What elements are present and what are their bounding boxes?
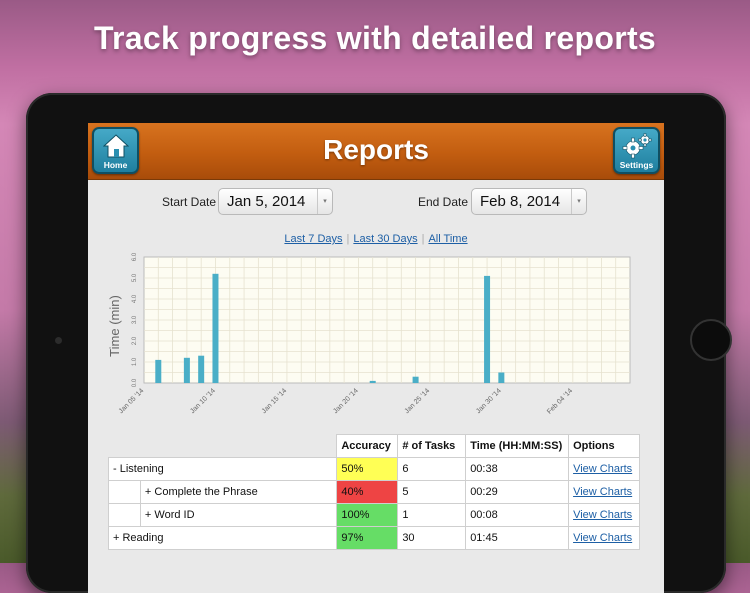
x-tick-label: Jan 25 '14 (404, 387, 432, 415)
chart-bar (212, 273, 219, 383)
accuracy-cell: 40% (336, 480, 399, 504)
y-tick-label: 1.0 (132, 357, 138, 366)
chart-plot-area: 0.0 1.0 2.0 3.0 4.0 5.0 6.0 Jan 05 '14 Jan 10 '1… (118, 253, 631, 416)
tasks-cell: 5 (397, 480, 467, 504)
banner-title: Track progress with detailed reports (93, 20, 657, 56)
tasks-cell: 6 (397, 457, 467, 481)
device-home-button[interactable] (690, 319, 732, 361)
header-time: Time (HH:MM:SS) (465, 434, 570, 458)
options-cell: View Charts (568, 457, 640, 481)
y-tick-label: 4.0 (132, 294, 138, 303)
row-label[interactable]: - Listening (107, 457, 338, 481)
y-tick-label: 2.0 (132, 336, 138, 345)
time-cell: 00:38 (465, 457, 570, 481)
top-bar: Home Reports Settings (88, 123, 664, 180)
indent-cell (108, 503, 141, 527)
chart-bar (183, 357, 190, 383)
view-charts-link[interactable]: View Charts (573, 463, 633, 475)
home-label: Home (103, 160, 128, 170)
link-last-7-days[interactable]: Last 7 Days (284, 233, 343, 245)
chart-bar (155, 359, 162, 383)
indent-cell (108, 480, 141, 504)
start-date-label: Start Date (162, 195, 217, 209)
time-cell: 01:45 (465, 526, 570, 550)
x-tick-label: Jan 05 '14 (118, 387, 146, 415)
view-charts-link[interactable]: View Charts (573, 486, 633, 498)
x-tick-label: Jan 15 '14 (261, 387, 289, 415)
x-tick-label: Feb 04 '14 (546, 387, 574, 415)
settings-button[interactable]: Settings (613, 127, 660, 174)
link-all-time[interactable]: All Time (428, 233, 468, 245)
options-cell: View Charts (568, 480, 640, 504)
end-date-label: End Date (418, 195, 469, 209)
y-tick-label: 6.0 (132, 253, 138, 261)
table-row[interactable]: + Reading 97% 30 01:45 View Charts (107, 526, 640, 550)
tablet-frame: Home Reports Settings (26, 93, 732, 593)
options-cell: View Charts (568, 526, 640, 550)
y-tick-label: 0.0 (132, 378, 138, 387)
y-tick-label: 3.0 (132, 315, 138, 324)
time-cell: 00:08 (465, 503, 570, 527)
tasks-cell: 1 (397, 503, 467, 527)
table-row[interactable]: + Word ID 100% 1 00:08 View Charts (108, 503, 640, 527)
link-last-30-days[interactable]: Last 30 Days (353, 233, 418, 245)
chevron-down-icon: ▾ (317, 189, 332, 214)
accuracy-cell: 97% (336, 526, 399, 550)
accuracy-cell: 100% (336, 503, 399, 527)
accuracy-cell: 50% (336, 457, 399, 481)
camera-dot (55, 337, 62, 344)
report-table: Accuracy # of Tasks Time (HH:MM:SS) Opti… (107, 434, 640, 550)
view-charts-link[interactable]: View Charts (573, 509, 633, 521)
header-options: Options (568, 434, 640, 458)
row-label[interactable]: + Complete the Phrase (139, 480, 338, 504)
home-button[interactable]: Home (92, 127, 139, 174)
start-date-picker[interactable]: Jan 5, 2014 ▾ (218, 188, 333, 215)
view-charts-link[interactable]: View Charts (573, 532, 633, 544)
chart-bar (369, 380, 376, 383)
time-chart: Time (min) 0.0 1.0 2.0 3.0 4.0 5.0 6.0 Jan 05 '… (107, 253, 631, 416)
start-date-value: Jan 5, 2014 (227, 193, 306, 210)
table-row[interactable]: + Complete the Phrase 40% 5 00:29 View Chart… (108, 480, 640, 504)
end-date-value: Feb 8, 2014 (480, 193, 561, 210)
row-label[interactable]: + Word ID (139, 503, 338, 527)
x-tick-label: Jan 30 '14 (475, 387, 503, 415)
table-row[interactable]: - Listening 50% 6 00:38 View Charts (107, 457, 640, 481)
time-cell: 00:29 (465, 480, 570, 504)
chart-bar (484, 275, 491, 383)
header-tasks: # of Tasks (397, 434, 467, 458)
chart-bar (498, 372, 505, 383)
page-title: Reports (323, 134, 429, 165)
quick-range-links: Last 7 Days | Last 30 Days | All Time (284, 233, 468, 245)
y-tick-label: 5.0 (132, 273, 138, 282)
y-axis-label: Time (min) (107, 295, 122, 357)
app-screen: Home Reports Settings (88, 123, 664, 593)
table-header-row: Accuracy # of Tasks Time (HH:MM:SS) Opti… (109, 434, 640, 458)
chart-bar (412, 376, 419, 383)
row-label[interactable]: + Reading (107, 526, 338, 550)
x-tick-label: Jan 20 '14 (332, 387, 360, 415)
header-accuracy: Accuracy (336, 434, 399, 458)
end-date-picker[interactable]: Feb 8, 2014 ▾ (471, 188, 587, 215)
options-cell: View Charts (568, 503, 640, 527)
x-tick-label: Jan 10 '14 (189, 387, 217, 415)
settings-label: Settings (619, 160, 654, 170)
tasks-cell: 30 (397, 526, 467, 550)
chart-bar (198, 355, 205, 383)
chevron-down-icon: ▾ (571, 189, 586, 214)
house-icon (102, 134, 129, 158)
gears-icon (622, 133, 652, 159)
